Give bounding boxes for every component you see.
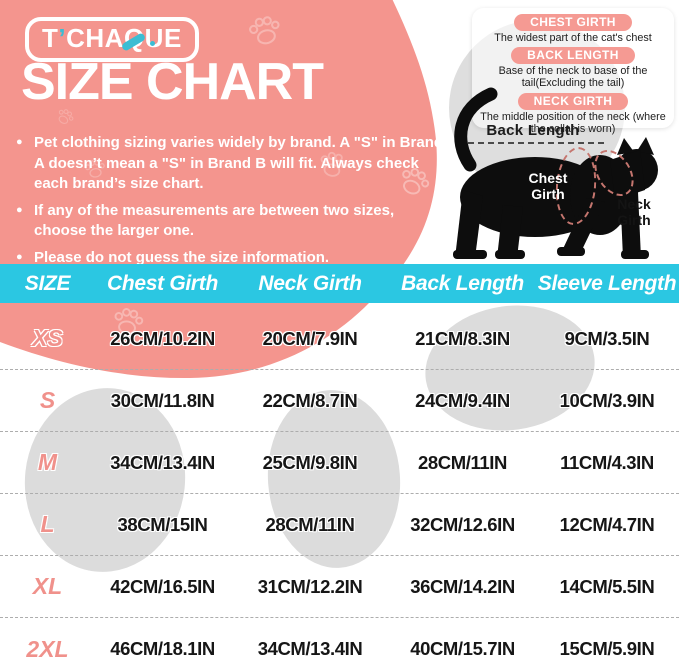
table-row: M 34CM/13.4IN 25CM/9.8IN 28CM/11IN 11CM/… (0, 432, 679, 494)
chest-girth-label: Chest Girth (528, 170, 568, 202)
sizing-notes: Pet clothing sizing varies widely by bra… (16, 133, 450, 274)
logo-teal-dot-icon (150, 41, 155, 46)
logo-text-t: T (42, 23, 59, 53)
measurement-cell: 24CM/9.4IN (415, 389, 510, 411)
measurement-cell: 31CM/12.2IN (257, 575, 363, 597)
measurement-cell: 11CM/4.3IN (560, 451, 654, 473)
measurement-guide-card: CHEST GIRTH The widest part of the cat's… (472, 8, 674, 135)
measurement-cell: 28CM/11IN (418, 451, 507, 473)
table-row: XS 26CM/10.2IN 20CM/7.9IN 21CM/8.3IN 9CM… (0, 308, 679, 370)
size-label-cell: M (37, 449, 58, 475)
measurement-cell: 30CM/11.8IN (110, 389, 215, 411)
measurement-cell: 34CM/13.4IN (257, 638, 363, 658)
header-cell-back-length: Back Length (401, 271, 524, 295)
guide-item: CHEST GIRTH The widest part of the cat's… (472, 13, 674, 44)
cat-tail (454, 87, 498, 172)
table-row: S 30CM/11.8IN 22CM/8.7IN 24CM/9.4IN 10CM… (0, 370, 679, 432)
measurement-cell: 38CM/15IN (117, 513, 208, 535)
logo-apostrophe-accent: ’ (58, 23, 67, 53)
size-label-cell: XL (32, 573, 63, 599)
measurement-cell: 9CM/3.5IN (564, 327, 650, 349)
measurement-cell: 25CM/9.8IN (262, 451, 358, 473)
measurement-cell: 20CM/7.9IN (262, 327, 358, 349)
measurement-cell: 42CM/16.5IN (110, 575, 215, 597)
measurement-cell: 36CM/14.2IN (410, 575, 515, 597)
measurement-cell: 14CM/5.5IN (559, 575, 655, 597)
measurement-cell: 10CM/3.9IN (559, 389, 655, 411)
back-length-dash-line (468, 142, 604, 144)
measurement-cell: 34CM/13.4IN (110, 451, 215, 473)
measurement-cell: 32CM/12.6IN (410, 513, 515, 535)
chest-girth-badge: CHEST GIRTH (514, 14, 632, 31)
back-length-badge: BACK LENGTH (511, 47, 635, 65)
table-row: XL 42CM/16.5IN 31CM/12.2IN 36CM/14.2IN 1… (0, 556, 679, 618)
table-row: L 38CM/15IN 28CM/11IN 32CM/12.6IN 12CM/4… (0, 494, 679, 556)
neck-girth-badge: NECK GIRTH (517, 92, 629, 110)
measurement-cell: 12CM/4.7IN (559, 513, 655, 535)
cat-silhouette-diagram (453, 87, 658, 259)
measurement-cell: 46CM/18.1IN (110, 638, 215, 658)
size-table-body: XS 26CM/10.2IN 20CM/7.9IN 21CM/8.3IN 9CM… (0, 308, 679, 658)
measurement-cell: 26CM/10.2IN (110, 327, 215, 349)
measurement-cell: 28CM/11IN (265, 513, 355, 535)
paw-print-icon (244, 10, 285, 51)
size-label-cell: 2XL (26, 635, 69, 658)
chest-girth-description: The widest part of the cat's chest (494, 32, 652, 44)
table-row: 2XL 46CM/18.1IN 34CM/13.4IN 40CM/15.7IN … (0, 618, 679, 658)
guide-item: NECK GIRTH The middle position of the ne… (472, 92, 674, 135)
guide-item: BACK LENGTH Base of the neck to base of … (472, 46, 674, 89)
measurement-cell: 21CM/8.3IN (415, 327, 510, 349)
back-length-label: Back Length (486, 122, 580, 139)
measurement-cell: 22CM/8.7IN (262, 389, 358, 411)
back-length-description: Base of the neck to base of the tail(Exc… (498, 65, 648, 90)
measurement-cell: 40CM/15.7IN (410, 638, 515, 658)
size-label-cell: S (39, 387, 56, 413)
page-title: SIZE CHART (21, 53, 324, 111)
note-item: If any of the measurements are between t… (16, 201, 450, 242)
measurement-cell: 15CM/5.9IN (559, 638, 655, 658)
neck-girth-label: Neck Girth (617, 196, 651, 229)
header-cell-chest-girth: Chest Girth (106, 271, 219, 295)
note-item: Pet clothing sizing varies widely by bra… (16, 133, 450, 195)
header-cell-size: SIZE (24, 271, 71, 295)
neck-girth-description: The middle position of the neck (where t… (480, 110, 666, 135)
header-cell-neck-girth: Neck Girth (258, 271, 362, 295)
size-label-cell: XS (32, 325, 63, 351)
size-label-cell: L (40, 511, 55, 537)
header-cell-sleeve-length: Sleeve Length (537, 271, 677, 295)
table-header-bar: SIZE Chest Girth Neck Girth Back Length … (0, 264, 679, 303)
